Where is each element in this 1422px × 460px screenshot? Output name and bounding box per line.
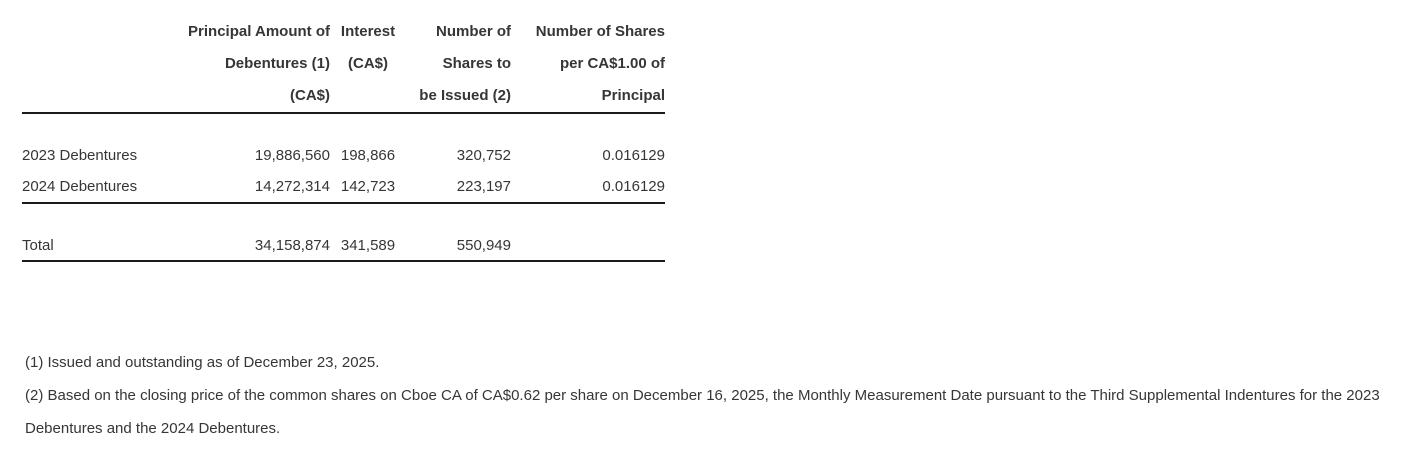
total-principal: 34,158,874 [254, 237, 330, 254]
document-page: { "table": { "header": { "principal": ["… [0, 16, 1422, 460]
cell-shares: 223,197 [456, 178, 511, 195]
table-row-2023-debentures: 2023 Debentures 19,886,560 198,866 320,7… [22, 139, 665, 171]
header-line: Number of Shares [535, 23, 665, 40]
spacer-row [22, 113, 665, 139]
total-interest: 341,589 [340, 237, 396, 254]
header-line: (CA$) [290, 87, 330, 104]
table-header-row: Principal Amount of Debentures (1) (CA$)… [22, 16, 665, 113]
spacer-row [22, 203, 665, 231]
footnotes-section: (1) Issued and outstanding as of Decembe… [25, 346, 1417, 445]
header-line: be Issued (2) [419, 87, 511, 104]
header-line: Shares to [442, 55, 511, 72]
cell-shares-per-cad: 0.016129 [602, 146, 665, 164]
footnote-2: (2) Based on the closing price of the co… [25, 387, 1380, 437]
row-label: 2023 Debentures [22, 146, 138, 164]
header-line: Principal [601, 87, 665, 104]
header-line: Interest [340, 23, 396, 40]
cell-principal: 14,272,314 [254, 178, 330, 195]
cell-shares-per-cad: 0.016129 [602, 178, 665, 195]
footnote-1: (1) Issued and outstanding as of Decembe… [25, 354, 380, 371]
cell-principal: 19,886,560 [254, 146, 330, 164]
header-shares-issued: Number of Shares to be Issued (2) [406, 16, 511, 113]
table-row-2024-debentures: 2024 Debentures 14,272,314 142,723 223,1… [22, 171, 665, 203]
header-line: per CA$1.00 of [559, 55, 665, 72]
header-line: (CA$) [348, 55, 388, 72]
header-empty [22, 16, 140, 113]
header-line: Number of [436, 23, 511, 40]
header-line: Debentures (1) [224, 55, 330, 72]
table-row-total: Total 34,158,874 341,589 550,949 [22, 231, 665, 261]
total-shares-per-cad [511, 231, 665, 261]
header-line: Principal Amount of [188, 23, 330, 40]
total-shares: 550,949 [456, 237, 511, 254]
cell-interest: 198,866 [340, 146, 396, 164]
total-label: Total [22, 237, 54, 254]
debentures-table: Principal Amount of Debentures (1) (CA$)… [22, 16, 665, 262]
header-principal-amount: Principal Amount of Debentures (1) (CA$) [140, 16, 330, 113]
header-shares-per-principal: Number of Shares per CA$1.00 of Principa… [511, 16, 665, 113]
row-label: 2024 Debentures [22, 178, 138, 195]
cell-interest: 142,723 [340, 178, 396, 195]
cell-shares: 320,752 [456, 146, 511, 164]
header-interest: Interest (CA$) [330, 16, 406, 113]
